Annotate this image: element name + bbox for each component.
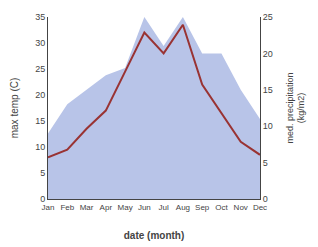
svg-text:Aug: Aug	[176, 203, 190, 212]
svg-text:20: 20	[263, 49, 273, 59]
svg-text:Jan: Jan	[42, 203, 55, 212]
svg-text:Apr: Apr	[100, 203, 113, 212]
svg-text:May: May	[118, 203, 133, 212]
svg-text:Jun: Jun	[138, 203, 151, 212]
svg-text:5: 5	[263, 158, 268, 168]
svg-text:Sep: Sep	[195, 203, 210, 212]
svg-text:Jul: Jul	[159, 203, 169, 212]
svg-text:med. precipitation(kg/m2): med. precipitation(kg/m2)	[285, 72, 307, 143]
svg-text:25: 25	[263, 12, 273, 22]
svg-text:20: 20	[35, 90, 45, 100]
svg-text:Feb: Feb	[60, 203, 74, 212]
svg-text:max temp (C): max temp (C)	[9, 78, 20, 139]
svg-text:35: 35	[35, 12, 45, 22]
svg-text:date (month): date (month)	[124, 230, 185, 241]
svg-text:Dec: Dec	[253, 203, 267, 212]
svg-text:5: 5	[40, 168, 45, 178]
svg-text:Oct: Oct	[215, 203, 228, 212]
svg-text:15: 15	[35, 116, 45, 126]
svg-text:25: 25	[35, 64, 45, 74]
svg-text:Mar: Mar	[80, 203, 94, 212]
svg-text:30: 30	[35, 38, 45, 48]
svg-text:10: 10	[263, 121, 273, 131]
svg-text:Nov: Nov	[234, 203, 248, 212]
svg-text:0: 0	[263, 194, 268, 204]
svg-text:15: 15	[263, 85, 273, 95]
svg-text:10: 10	[35, 142, 45, 152]
svg-text:0: 0	[40, 194, 45, 204]
